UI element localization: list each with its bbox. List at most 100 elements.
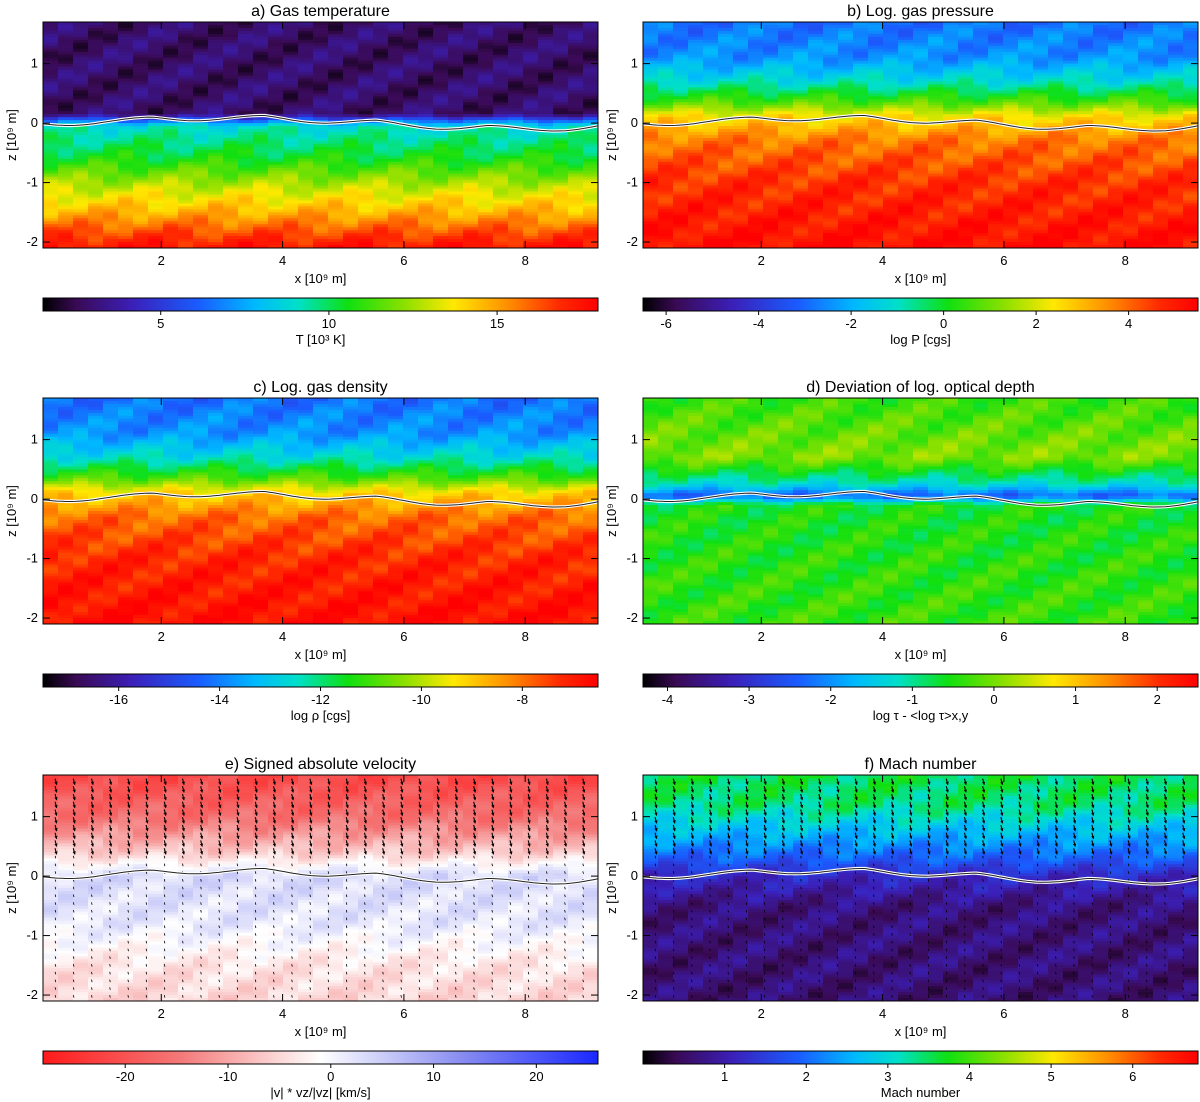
heatmap-cell (1138, 48, 1154, 53)
heatmap-cell (1138, 84, 1154, 89)
heatmap-cell (178, 173, 194, 178)
heatmap-cell (778, 72, 794, 77)
heatmap-cell (988, 167, 1004, 172)
heatmap-cell (703, 158, 719, 163)
heatmap-cell (1033, 78, 1049, 83)
heatmap-cell (373, 143, 389, 148)
heatmap-cell (1033, 117, 1049, 121)
heatmap-cell (478, 30, 494, 35)
heatmap-cell (43, 155, 59, 160)
heatmap-cell (403, 242, 419, 246)
heatmap-cell (643, 90, 659, 94)
heatmap-cell (763, 152, 779, 157)
heatmap-cell (133, 33, 149, 38)
heatmap-cell (328, 135, 344, 139)
heatmap-cell (178, 90, 194, 94)
heatmap-cell (343, 105, 359, 109)
heatmap-cell (433, 24, 449, 29)
heatmap-cell (763, 45, 779, 50)
heatmap-cell (103, 111, 119, 115)
heatmap-cell (448, 206, 464, 210)
heatmap-cell (538, 170, 554, 175)
heatmap-cell (388, 245, 404, 248)
heatmap-cell (943, 81, 959, 86)
heatmap-cell (853, 137, 869, 142)
heatmap-cell (958, 69, 974, 74)
heatmap-cell (658, 135, 674, 139)
heatmap-cell (943, 173, 959, 178)
heatmap-cell (403, 63, 419, 68)
heatmap-cell (748, 185, 764, 190)
heatmap-cell (793, 152, 809, 157)
heatmap-cell (463, 149, 479, 154)
heatmap-cell (148, 57, 164, 62)
heatmap-cell (58, 188, 74, 193)
heatmap-cell (853, 123, 869, 127)
heatmap-cell (568, 33, 584, 38)
heatmap-cell (1048, 45, 1064, 50)
heatmap-cell (448, 60, 464, 65)
heatmap-cell (328, 126, 344, 130)
heatmap-cell (118, 137, 134, 142)
heatmap-cell (928, 114, 944, 118)
heatmap-cell (763, 155, 779, 160)
heatmap-cell (808, 140, 824, 145)
heatmap-cell (928, 164, 944, 169)
heatmap-cell (343, 132, 359, 136)
heatmap-cell (193, 48, 209, 53)
heatmap-cell (688, 24, 704, 29)
heatmap-cell (523, 188, 539, 193)
heatmap-cell (808, 120, 824, 124)
heatmap-cell (1108, 81, 1124, 86)
heatmap-cell (283, 93, 299, 97)
heatmap-cell (1093, 140, 1109, 145)
heatmap-cell (1078, 117, 1094, 121)
heatmap-cell (268, 117, 284, 121)
heatmap-cell (733, 57, 749, 62)
heatmap-cell (1093, 69, 1109, 74)
heatmap-cell (1018, 90, 1034, 94)
heatmap-cell (103, 233, 119, 237)
heatmap-cell (418, 185, 434, 190)
heatmap-cell (553, 245, 569, 248)
heatmap-cell (553, 242, 569, 246)
heatmap-cell (823, 39, 839, 44)
heatmap-cell (883, 48, 899, 53)
heatmap-cell (583, 99, 598, 103)
heatmap-cell (733, 164, 749, 169)
heatmap-cell (418, 140, 434, 145)
heatmap-cell (103, 66, 119, 71)
heatmap-cell (208, 102, 224, 106)
heatmap-cell (673, 155, 689, 160)
heatmap-cell (658, 146, 674, 151)
heatmap-cell (1078, 105, 1094, 109)
heatmap-cell (223, 60, 239, 65)
heatmap-cell (583, 203, 598, 207)
heatmap-cell (358, 155, 374, 160)
heatmap-cell (58, 132, 74, 136)
heatmap-cell (688, 182, 704, 187)
heatmap-cell (433, 66, 449, 71)
heatmap-cell (778, 146, 794, 151)
heatmap-cell (1063, 158, 1079, 163)
heatmap-cell (373, 57, 389, 62)
heatmap-cell (343, 164, 359, 169)
heatmap-cell (673, 185, 689, 190)
heatmap-cell (658, 33, 674, 38)
heatmap-cell (163, 173, 179, 178)
heatmap-cell (568, 191, 584, 196)
heatmap-cell (1003, 24, 1019, 29)
heatmap-cell (448, 27, 464, 32)
heatmap-cell (658, 87, 674, 91)
heatmap-cell (298, 36, 314, 41)
heatmap-cell (268, 132, 284, 136)
heatmap-cell (43, 188, 59, 193)
heatmap-cell (568, 167, 584, 172)
heatmap-cell (718, 69, 734, 74)
heatmap-cell (763, 185, 779, 190)
heatmap-cell (1153, 140, 1169, 145)
heatmap-cell (898, 54, 914, 59)
heatmap-cell (793, 51, 809, 56)
heatmap-cell (73, 22, 89, 26)
heatmap-cell (523, 66, 539, 71)
